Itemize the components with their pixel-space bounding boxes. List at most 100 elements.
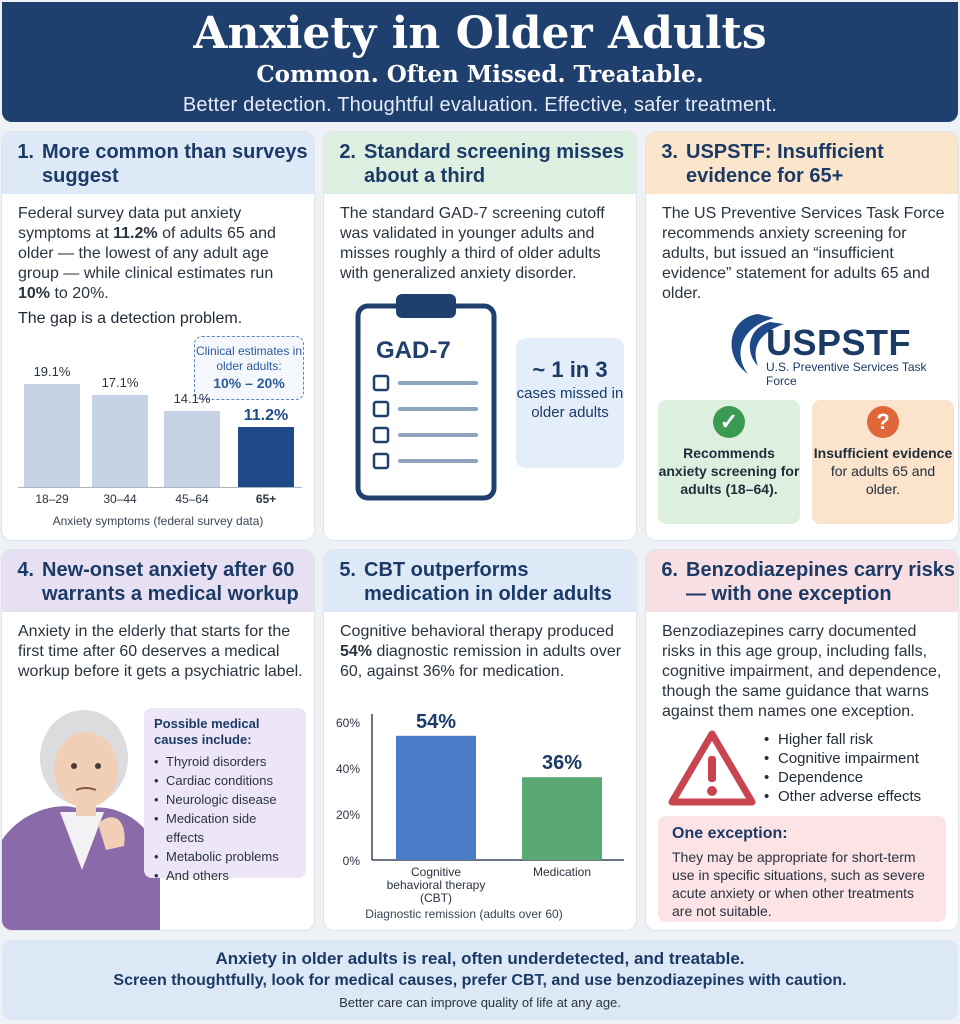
card-body: Anxiety in the elderly that starts for t… <box>18 623 303 680</box>
card-title: More common than surveys suggest <box>42 141 308 187</box>
callout-value: 10% – 20% <box>213 375 285 391</box>
exception-box: One exception: They may be appropriate f… <box>658 816 946 922</box>
elderly-woman-illustration <box>2 710 160 930</box>
card-new-onset: 4. New-onset anxiety after 60 warrants a… <box>2 550 314 930</box>
question-mark-icon: ? <box>867 406 899 438</box>
chart-caption: Diagnostic remission (adults over 60) <box>365 907 562 921</box>
bar-category-label: Medication <box>533 865 591 879</box>
cause-item: Thyroid disorders <box>154 752 296 771</box>
exception-text: They may be appropriate for short-term u… <box>672 849 925 919</box>
bar-18–29 <box>24 383 80 487</box>
insufficient-title: Insufficient evidence <box>813 445 953 461</box>
insufficient-text: for adults 65 and older. <box>830 463 936 497</box>
bar-category-label: 45–64 <box>175 492 209 506</box>
causes-list: Thyroid disordersCardiac conditionsNeuro… <box>154 752 296 885</box>
card-title: Standard screening misses about a third <box>364 141 625 187</box>
card-body: The standard GAD-7 screening cutoff was … <box>340 205 605 282</box>
card-body: Federal survey data put anxiety symptoms… <box>18 204 302 304</box>
y-tick-label: 60% <box>336 716 360 730</box>
medical-causes-box: Possible medical causes include: Thyroid… <box>144 708 306 885</box>
uspstf-logo-icon <box>731 314 784 374</box>
card-more-common: 1. More common than surveys suggest Fede… <box>2 132 314 540</box>
stat-value: ~ 1 in 3 <box>532 357 608 382</box>
bar-category-label: 18–29 <box>35 492 69 506</box>
cause-item: And others <box>154 866 296 885</box>
bar-value-label: 14.1% <box>173 390 211 406</box>
cause-item: Medication side effects <box>154 809 296 847</box>
card-screening-misses: 2. Standard screening misses about a thi… <box>324 132 636 540</box>
card-cbt: 5. CBT outperforms medication in older a… <box>324 550 636 930</box>
card-number: 5. <box>339 559 356 581</box>
card-header: 2. Standard screening misses about a thi… <box>324 132 636 194</box>
card-number: 4. <box>17 559 34 581</box>
card-header: 4. New-onset anxiety after 60 warrants a… <box>2 550 314 612</box>
card-body: Cognitive behavioral therapy produced 54… <box>340 622 630 682</box>
page-subtitle: Common. Often Missed. Treatable. <box>256 61 704 88</box>
bar-45–64 <box>164 410 220 487</box>
insufficient-box: ? Insufficient evidence for adults 65 an… <box>812 400 954 524</box>
card-title: Benzodiazepines carry risks — with one e… <box>686 559 956 605</box>
card-header: 1. More common than surveys suggest <box>2 132 314 194</box>
warning-triangle-icon <box>668 730 756 806</box>
chart-caption: Anxiety symptoms (federal survey data) <box>52 514 264 528</box>
card-header: 5. CBT outperforms medication in older a… <box>324 550 636 612</box>
card-number: 2. <box>339 141 356 163</box>
card-header: 6. Benzodiazepines carry risks — with on… <box>646 550 958 612</box>
bar-30–44 <box>92 394 148 487</box>
exception-title: One exception: <box>672 825 788 842</box>
risk-item: Higher fall risk <box>764 730 921 749</box>
body-highlight: 11.2% <box>113 225 158 242</box>
body-text-part: of adults 65 and older — the lowest of a… <box>18 225 276 282</box>
card-title: New-onset anxiety after 60 warrants a me… <box>42 559 299 605</box>
recommends-box: ✓ Recommends anxiety screening for adult… <box>658 400 800 524</box>
footer-line-1: Anxiety in older adults is real, often u… <box>215 949 745 968</box>
card-benzodiazepines: 6. Benzodiazepines carry risks — with on… <box>646 550 958 930</box>
body-highlight: 54% <box>340 643 373 660</box>
checkmark-icon: ✓ <box>713 406 745 438</box>
card-number: 6. <box>661 559 678 581</box>
gap-statement: The gap is a detection problem. <box>18 310 243 327</box>
callout-label: Clinical estimates in older adults: <box>195 344 303 373</box>
bar-value-label: 54% <box>416 711 456 733</box>
risk-item: Dependence <box>764 768 921 787</box>
page-tagline: Better detection. Thoughtful evaluation.… <box>182 94 778 116</box>
risks-list: Higher fall riskCognitive impairmentDepe… <box>764 730 921 806</box>
bar-category-label: 65+ <box>255 492 277 506</box>
card-uspstf: 3. USPSTF: Insufficient evidence for 65+… <box>646 132 958 540</box>
y-tick-label: 40% <box>336 762 360 776</box>
bar-value-label: 11.2% <box>243 406 289 424</box>
card-title: USPSTF: Insufficient evidence for 65+ <box>686 141 884 187</box>
card-number: 1. <box>17 141 34 163</box>
body-text-part: Federal survey data put anxiety symptoms… <box>18 205 242 242</box>
cause-item: Neurologic disease <box>154 790 296 809</box>
causes-title: Possible medical causes include: <box>154 716 260 747</box>
cause-item: Metabolic problems <box>154 847 296 866</box>
chart-axis-line <box>18 487 302 488</box>
clinical-estimate-callout: Clinical estimates in older adults: 10% … <box>194 336 304 400</box>
clipboard-label: GAD-7 <box>376 337 451 364</box>
risk-item: Other adverse effects <box>764 787 921 806</box>
header-banner: Anxiety in Older Adults Common. Often Mi… <box>2 2 958 122</box>
card-body: Benzodiazepines carry documented risks i… <box>662 623 942 720</box>
remission-bar-chart: 0% 20% 40% 60% 54% 36% Cognitive behavioral the… <box>336 711 624 921</box>
bar-medication <box>522 777 602 860</box>
footer-line-2: Screen thoughtfully, look for medical ca… <box>113 972 847 989</box>
cause-item: Cardiac conditions <box>154 771 296 790</box>
footer-banner: Anxiety in older adults is real, often u… <box>2 940 958 1020</box>
card-title: CBT outperforms medication in older adul… <box>364 559 612 605</box>
card-header: 3. USPSTF: Insufficient evidence for 65+ <box>646 132 958 194</box>
missed-cases-stat: ~ 1 in 3 cases missed in older adults <box>516 338 624 468</box>
y-tick-label: 20% <box>336 808 360 822</box>
body-text-part: to 20%. <box>50 285 109 302</box>
logo-subtitle: U.S. Preventive Services Task Force <box>766 360 927 388</box>
bar-value-label: 19.1% <box>33 363 71 379</box>
risk-item: Cognitive impairment <box>764 749 921 768</box>
logo-text: USPSTF <box>766 322 912 363</box>
bar-category-label: 30–44 <box>103 492 137 506</box>
bar-value-label: 36% <box>542 752 582 774</box>
bar-65+ <box>238 426 294 487</box>
stat-label: cases missed in older adults <box>516 385 624 421</box>
card-number: 3. <box>661 141 678 163</box>
body-highlight: 10% <box>18 285 51 302</box>
body-text-part: Cognitive behavioral therapy produced <box>340 623 614 640</box>
